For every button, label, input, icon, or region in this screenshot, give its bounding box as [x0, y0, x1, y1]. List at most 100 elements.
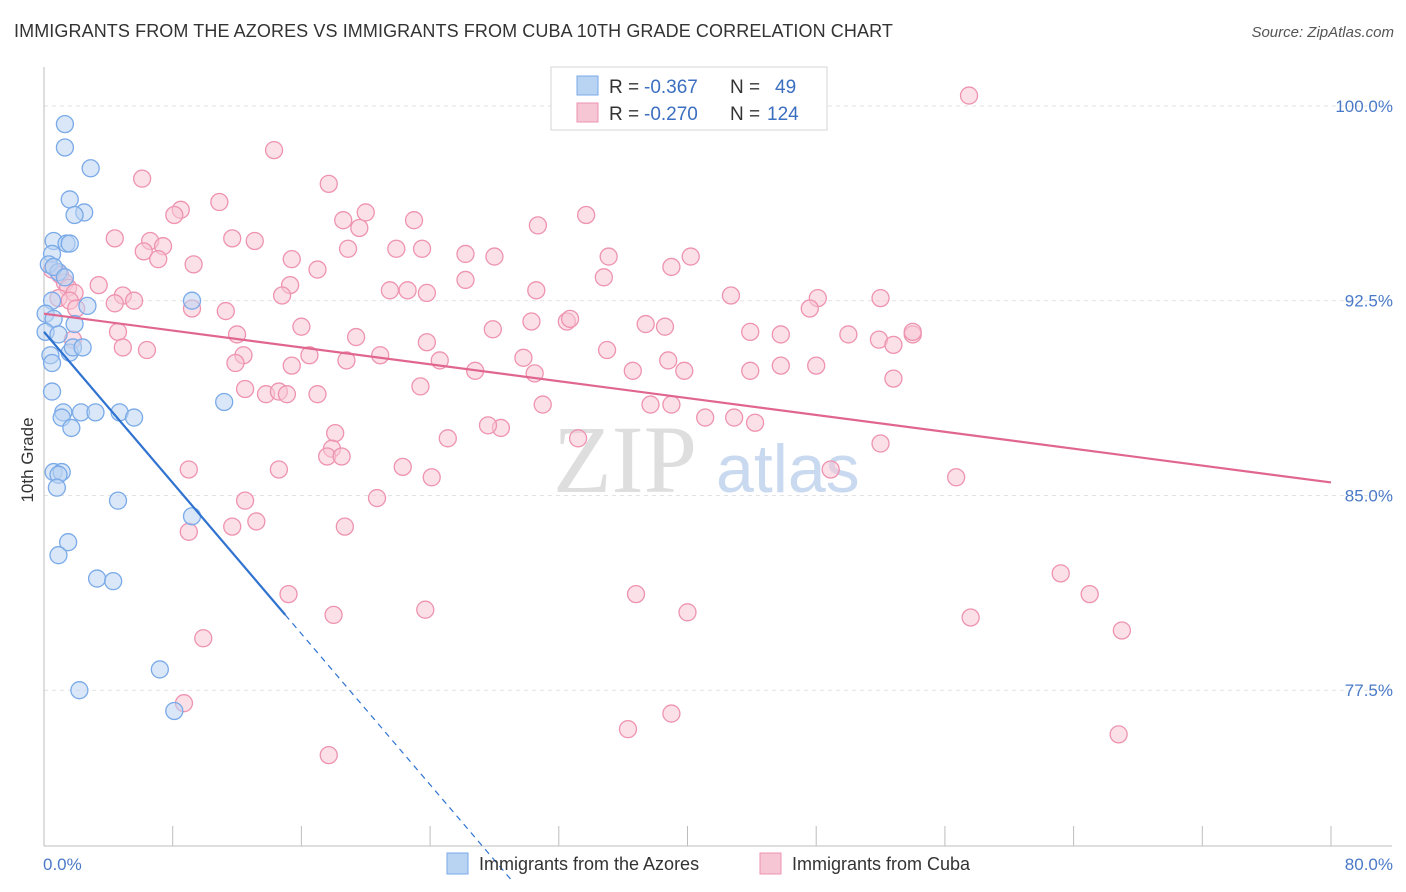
cuba-point [884, 369, 903, 388]
cuba-point [356, 203, 375, 222]
cuba-point [522, 312, 541, 331]
legend-n-label-cuba: N = [730, 104, 760, 125]
y-axis-label: 10th Grade [18, 417, 37, 502]
cuba-point [626, 584, 646, 604]
bottom-legend-label-cuba: Immigrants from Cuba [792, 854, 971, 874]
azores-point [73, 338, 92, 357]
cuba-point [411, 377, 430, 396]
cuba-point [367, 488, 387, 508]
cuba-point [1112, 621, 1132, 640]
legend-r-label-cuba: R = [609, 104, 639, 125]
cuba-point [655, 317, 675, 336]
cuba-point [662, 704, 681, 723]
cuba-point [326, 423, 345, 443]
watermark-zip: ZIP [553, 406, 697, 513]
cuba-point [675, 361, 694, 380]
cuba-point [404, 211, 424, 230]
azores-point [78, 296, 97, 316]
azores-point [55, 268, 75, 287]
cuba-point [277, 385, 297, 404]
cuba-point [741, 322, 760, 342]
cuba-point [1051, 564, 1070, 583]
cuba-point [184, 255, 203, 274]
cuba-point [659, 351, 678, 370]
cuba-point [113, 338, 132, 357]
cuba-point [599, 247, 618, 266]
trend-lines [43, 312, 1332, 880]
azores-point [124, 408, 144, 427]
grid-lines [44, 105, 1392, 691]
cuba-point [662, 257, 681, 277]
cuba-point [696, 408, 715, 427]
cuba-point [456, 270, 475, 290]
bottom-legend: Immigrants from the Azores Immigrants fr… [446, 852, 971, 875]
azores-point [65, 314, 84, 334]
cuba-point [346, 327, 366, 347]
cuba-point [179, 522, 198, 541]
cuba-point [623, 361, 642, 380]
cuba-point [292, 317, 311, 336]
cuba-point [568, 429, 588, 448]
cuba-point [350, 218, 369, 238]
cuba-point [194, 629, 213, 648]
bottom-legend-swatch-azores [446, 852, 469, 875]
cuba-point [618, 720, 638, 739]
azores-point [55, 138, 75, 157]
cuba-point [662, 395, 681, 414]
axes [43, 67, 1392, 847]
cuba-point [210, 192, 229, 212]
x-tick-label-max: 80.0% [1345, 855, 1393, 874]
legend-n-label-azores: N = [730, 77, 760, 98]
azores-point [86, 403, 105, 422]
cuba-point [335, 517, 354, 536]
legend-box: R = -0.367 N = 49 R = -0.270 N = 124 [550, 66, 828, 131]
cuba-point [807, 356, 826, 375]
cuba-point [483, 320, 502, 339]
cuba-point [132, 169, 152, 188]
cuba-point [721, 286, 741, 305]
cuba-point [319, 745, 338, 765]
azores-point [182, 507, 202, 526]
cuba-point [884, 335, 903, 354]
azores-point [47, 478, 67, 497]
cuba-point [137, 340, 157, 360]
azores-point [165, 701, 184, 721]
azores-point [49, 546, 68, 565]
azores-point [81, 159, 100, 178]
azores-point [58, 533, 78, 552]
azores-point [44, 257, 63, 277]
chart-title: IMMIGRANTS FROM THE AZORES VS IMMIGRANTS… [14, 21, 893, 41]
cuba-point [560, 309, 580, 329]
cuba-point [269, 460, 289, 479]
cuba-point [308, 385, 327, 404]
cuba-point [839, 325, 858, 344]
cuba-point [165, 205, 184, 225]
y-tick-label: 77.5% [1345, 681, 1393, 700]
cuba-point [478, 416, 498, 435]
cuba-point [337, 351, 356, 370]
cuba-point [771, 325, 790, 344]
cuba-point [108, 322, 128, 342]
cuba-point [594, 268, 613, 287]
cuba-point [235, 491, 255, 510]
cuba-point [528, 216, 548, 235]
x-tick-label-min: 0.0% [43, 855, 82, 874]
cuba-point [338, 239, 358, 258]
azores-point [108, 491, 128, 510]
cuba-point [771, 356, 790, 375]
cuba-point [641, 395, 660, 414]
cuba-point [371, 346, 390, 365]
azores-point [60, 190, 79, 209]
y-tick-label: 100.0% [1335, 97, 1393, 116]
legend-swatch-cuba [576, 102, 599, 123]
cuba-point [961, 608, 980, 627]
cuba-point [223, 517, 242, 536]
cuba-point [89, 275, 108, 295]
cuba-point [245, 231, 264, 251]
cuba-point [134, 242, 153, 261]
cuba-point [438, 429, 457, 448]
azores-point [70, 681, 89, 700]
cuba-point [681, 247, 700, 266]
bottom-legend-swatch-cuba [759, 852, 782, 875]
